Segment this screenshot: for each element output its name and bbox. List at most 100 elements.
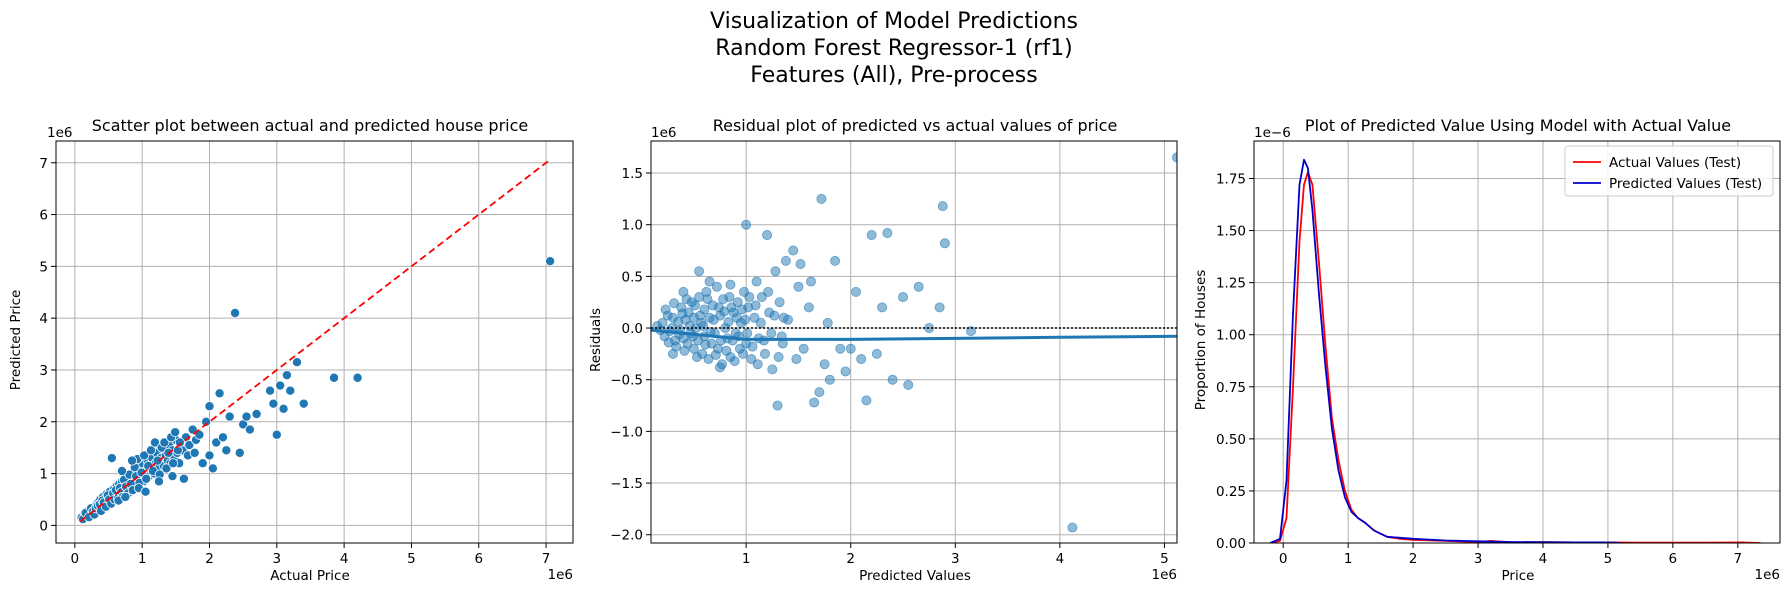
- scatter-point: [265, 385, 276, 396]
- scatter-point: [116, 465, 127, 476]
- residual-point: [861, 395, 872, 406]
- suptitle-line-2: Random Forest Regressor-1 (rf1): [715, 36, 1072, 61]
- residual-point: [809, 397, 820, 408]
- residual-point: [965, 326, 976, 337]
- x-tick-label: 1: [742, 551, 751, 567]
- y-offset-label: 1e6: [651, 125, 676, 141]
- x-offset-label: 1e6: [1755, 567, 1780, 583]
- scatter-point: [230, 307, 241, 318]
- scatter-point: [167, 471, 178, 482]
- x-tick-label: 0: [1279, 551, 1288, 567]
- residual-point: [871, 348, 882, 359]
- y-tick-label: 0.50: [1216, 432, 1246, 448]
- residual-point: [742, 328, 753, 339]
- residual-point: [695, 310, 706, 321]
- residual-point: [762, 230, 773, 241]
- residual-point: [898, 292, 909, 303]
- axes-frame: [1253, 140, 1781, 544]
- residual-point: [740, 314, 751, 325]
- scatter-point: [241, 411, 252, 422]
- scatter-point: [159, 437, 170, 448]
- residual-point: [866, 230, 877, 241]
- residual-point: [788, 245, 799, 256]
- x-tick-label: 4: [1539, 551, 1548, 567]
- scatter-point: [217, 432, 228, 443]
- residual-point: [856, 354, 867, 365]
- residual-point: [702, 294, 713, 305]
- y-tick-label: −1.0: [610, 424, 643, 440]
- x-tick-label: 2: [846, 551, 855, 567]
- y-tick-label: 1.00: [1216, 328, 1246, 344]
- x-tick-label: 4: [1056, 551, 1065, 567]
- residual-point: [798, 343, 809, 354]
- fit-line: [651, 328, 1177, 341]
- plot-area: [1269, 158, 1761, 543]
- scatter-point: [170, 427, 181, 438]
- y-axis-label: Residuals: [588, 308, 604, 372]
- scatter-point: [145, 445, 156, 456]
- residual-point: [677, 308, 688, 319]
- scatter-panel: Scatter plot between actual and predicte…: [8, 116, 574, 584]
- residual-point: [747, 341, 758, 352]
- scatter-point: [251, 409, 262, 420]
- kde-line-predicted: [1269, 158, 1621, 543]
- residual-point: [816, 193, 827, 204]
- residual-point: [694, 266, 705, 277]
- x-tick-label: 3: [951, 551, 960, 567]
- residual-point: [795, 258, 806, 269]
- kde-panel: Plot of Predicted Value Using Model with…: [1193, 116, 1781, 584]
- y-tick-label: 1.50: [1216, 224, 1246, 240]
- y-tick-label: 0.0: [622, 321, 643, 337]
- residual-point: [669, 298, 680, 309]
- x-tick-label: 3: [1474, 551, 1483, 567]
- residual-point: [845, 343, 856, 354]
- axes-frame: [55, 140, 574, 544]
- x-offset-label: 1e6: [1152, 567, 1177, 583]
- residual-point: [773, 351, 784, 362]
- legend-entry-predicted: Predicted Values (Test): [1609, 176, 1762, 192]
- residual-point: [822, 317, 833, 328]
- residual-point: [725, 279, 736, 290]
- residual-point: [766, 328, 777, 339]
- scatter-point: [204, 401, 215, 412]
- residual-point: [767, 364, 778, 375]
- residual-point: [660, 304, 671, 315]
- scatter-point: [278, 403, 289, 414]
- y-offset-label: 1e−6: [1254, 125, 1291, 141]
- panel-title: Scatter plot between actual and predicte…: [92, 116, 529, 135]
- x-tick-label: 1: [1344, 551, 1353, 567]
- scatter-point: [234, 447, 245, 458]
- residual-point: [840, 366, 851, 377]
- residual-point: [877, 302, 888, 313]
- residual-point: [882, 227, 893, 238]
- residual-point: [688, 343, 699, 354]
- scatter-point: [207, 463, 218, 474]
- residual-point: [724, 292, 735, 303]
- residual-point: [679, 345, 690, 356]
- scatter-point: [152, 455, 163, 466]
- x-axis-label: Predicted Values: [859, 568, 971, 584]
- residual-point: [824, 374, 835, 385]
- x-tick-label: 0: [71, 551, 80, 567]
- residual-point: [934, 302, 945, 313]
- residual-point: [903, 379, 914, 390]
- axes-frame: [650, 140, 1178, 544]
- residual-point: [721, 345, 732, 356]
- scatter-point: [127, 455, 138, 466]
- residual-point: [744, 292, 755, 303]
- residual-point: [774, 297, 785, 308]
- x-tick-label: 5: [407, 551, 416, 567]
- y-tick-label: 5: [39, 259, 48, 275]
- y-offset-label: 1e6: [47, 125, 72, 141]
- x-tick-label: 4: [340, 551, 349, 567]
- residual-point: [752, 359, 763, 370]
- residual-point: [887, 374, 898, 385]
- residual-point: [692, 351, 703, 362]
- y-axis-label: Predicted Price: [8, 290, 24, 391]
- residual-point: [939, 238, 950, 249]
- residual-point: [770, 266, 781, 277]
- residual-point: [759, 348, 770, 359]
- scatter-point: [139, 450, 150, 461]
- scatter-point: [298, 398, 309, 409]
- residual-point: [715, 362, 726, 373]
